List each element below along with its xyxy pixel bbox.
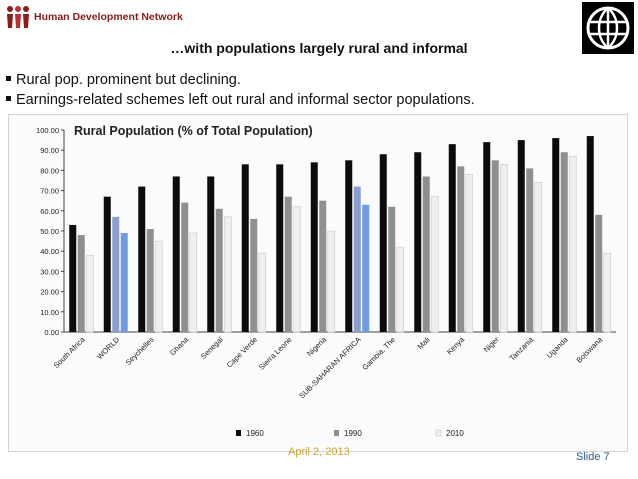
slide-title: …with populations largely rural and info… — [170, 40, 468, 56]
bar-1960 — [448, 144, 456, 332]
bar-1960 — [103, 196, 111, 332]
bar-2010 — [396, 246, 405, 333]
bar-1990 — [353, 186, 361, 332]
bar-1960 — [517, 140, 525, 332]
bar-2010 — [603, 252, 612, 333]
bar-2010 — [430, 196, 439, 333]
y-tick-label: 30.00 — [40, 267, 59, 276]
chart-title: Rural Population (% of Total Population) — [74, 124, 313, 138]
bar-1960 — [241, 164, 249, 332]
bar-1990 — [284, 196, 292, 332]
world-bank-logo — [582, 2, 634, 54]
bar-1960 — [310, 162, 318, 332]
bar-1990 — [250, 218, 258, 332]
bar-1990 — [560, 152, 568, 332]
bar-2010 — [85, 254, 94, 333]
x-category-label: Cape Verde — [225, 335, 259, 369]
bar-1960 — [414, 152, 422, 332]
y-tick-label: 10.00 — [40, 308, 59, 317]
bar-1960 — [552, 138, 560, 332]
x-category-label: SUB-SAHARAN AFRICA — [297, 335, 362, 400]
bar-1990 — [112, 216, 120, 332]
bar-1960 — [138, 186, 146, 332]
y-tick-label: 20.00 — [40, 288, 59, 297]
x-category-label: Ghana — [168, 334, 191, 357]
x-category-label: Nigeria — [305, 334, 329, 358]
bar-1960 — [69, 224, 77, 332]
y-tick-label: 50.00 — [40, 227, 59, 236]
bar-2010 — [499, 164, 508, 333]
x-category-label: Niger — [482, 335, 501, 354]
y-tick-label: 100.00 — [36, 126, 59, 135]
rural-population-chart: 0.00 10.00 20.00 30.00 40.00 50.00 60.00 70.00 8… — [36, 124, 616, 438]
bar-1990 — [491, 160, 499, 332]
bar-2010 — [189, 232, 198, 333]
bar-2010 — [534, 182, 543, 333]
y-tick-label: 0.00 — [44, 328, 59, 337]
world-bank-globe-icon — [586, 6, 630, 50]
legend-swatch-1960 — [236, 430, 241, 436]
bar-1960 — [379, 154, 387, 332]
legend-label-2010: 2010 — [446, 429, 464, 438]
bullet-marker — [6, 75, 11, 81]
legend-label-1990: 1990 — [344, 429, 362, 438]
bullet-text: Earnings-related schemes left out rural … — [16, 92, 475, 108]
bar-2010 — [362, 204, 370, 332]
x-category-label: Gambia, The — [360, 335, 397, 372]
bar-2010 — [154, 240, 163, 333]
x-category-label: Seychelles — [124, 335, 156, 367]
x-category-label: Tanzania — [508, 334, 536, 362]
slide-date: April 2, 2013 — [288, 446, 350, 458]
bar-1990 — [77, 235, 85, 332]
bar-1960 — [586, 136, 594, 332]
bar-2010 — [465, 174, 474, 333]
bar-1960 — [207, 176, 215, 332]
network-name: Human Development Network — [34, 11, 183, 23]
legend-label-1960: 1960 — [246, 429, 264, 438]
bullet-item: Rural pop. prominent but declining. — [6, 72, 241, 88]
x-category-label: Kenya — [445, 334, 467, 356]
bar-1990 — [526, 168, 534, 332]
x-category-label: South Africa — [52, 334, 88, 370]
legend-swatch-1990 — [334, 430, 339, 436]
x-category-label: WORLD — [95, 335, 122, 362]
human-figures-icon — [7, 6, 29, 28]
bullet-marker — [6, 95, 11, 101]
bar-2010 — [223, 216, 232, 333]
bar-2010 — [327, 230, 336, 333]
bar-1990 — [181, 202, 189, 332]
bar-1960 — [483, 142, 491, 332]
x-category-label: Botswana — [575, 334, 605, 364]
bar-1990 — [215, 208, 223, 332]
legend-swatch-2010 — [435, 429, 442, 437]
bar-1990 — [146, 228, 154, 332]
bar-2010 — [120, 233, 128, 332]
bar-2010 — [568, 155, 577, 333]
y-tick-label: 70.00 — [40, 187, 59, 196]
bar-1990 — [319, 200, 327, 332]
bar-1960 — [172, 176, 180, 332]
y-tick-label: 40.00 — [40, 247, 59, 256]
y-tick-label: 80.00 — [40, 166, 59, 175]
bar-1990 — [595, 214, 603, 332]
slide-number: Slide 7 — [576, 451, 610, 463]
bullet-item: Earnings-related schemes left out rural … — [6, 92, 475, 108]
hdn-logo: Human Development Network — [4, 4, 204, 32]
bar-1960 — [276, 164, 284, 332]
bar-1990 — [422, 176, 430, 332]
x-category-label: Sierra Leone — [257, 335, 294, 372]
y-tick-label: 90.00 — [40, 146, 59, 155]
bullet-text: Rural pop. prominent but declining. — [16, 72, 241, 88]
x-category-label: Senegal — [199, 335, 225, 361]
bar-1990 — [457, 166, 465, 332]
bar-1960 — [345, 160, 353, 332]
x-category-label: Uganda — [545, 334, 571, 360]
x-category-label: Mali — [416, 335, 432, 351]
bar-2010 — [292, 206, 301, 333]
y-tick-label: 60.00 — [40, 207, 59, 216]
bar-2010 — [258, 252, 267, 333]
bar-1990 — [388, 206, 396, 332]
